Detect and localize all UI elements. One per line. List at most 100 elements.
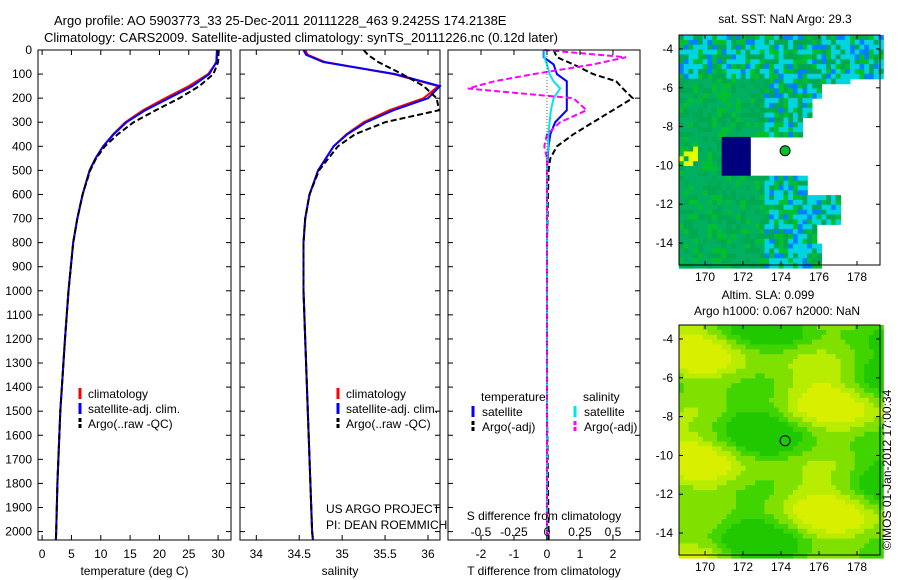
map-cell bbox=[693, 107, 699, 114]
map-cell bbox=[774, 383, 780, 389]
map-cell bbox=[731, 107, 737, 114]
map-cell bbox=[745, 127, 751, 133]
map-cell bbox=[873, 431, 879, 438]
map-cell bbox=[717, 383, 723, 389]
map-cell bbox=[707, 233, 713, 240]
map-cell bbox=[721, 88, 727, 94]
map-cell bbox=[769, 480, 775, 486]
map-cell bbox=[764, 35, 770, 41]
map-cell bbox=[750, 359, 756, 365]
map-cell bbox=[802, 383, 808, 389]
map-cell bbox=[707, 368, 713, 375]
map-cell bbox=[854, 73, 860, 80]
map-cell bbox=[745, 456, 751, 462]
map-cell bbox=[769, 175, 775, 182]
map-cell bbox=[693, 233, 699, 240]
map-cell bbox=[755, 127, 761, 133]
map-cell bbox=[740, 451, 746, 457]
map-cell bbox=[864, 475, 870, 481]
map-cell bbox=[750, 363, 756, 370]
map-cell bbox=[740, 166, 746, 172]
map-cell bbox=[793, 243, 799, 250]
map-cell bbox=[826, 456, 832, 462]
map-cell bbox=[712, 156, 718, 162]
map-cell bbox=[783, 219, 789, 225]
map-cell bbox=[807, 417, 813, 423]
map-cell bbox=[712, 329, 718, 336]
map-cell bbox=[717, 378, 723, 384]
map-cell bbox=[693, 538, 699, 544]
map-cell bbox=[679, 417, 685, 423]
map-cell bbox=[702, 329, 708, 336]
map-cell bbox=[807, 59, 813, 65]
map-cell bbox=[726, 166, 732, 172]
map-cell bbox=[764, 349, 770, 355]
map-cell bbox=[702, 98, 708, 104]
map-cell bbox=[750, 422, 756, 428]
map-cell bbox=[755, 253, 761, 259]
map-cell bbox=[797, 64, 803, 70]
map-cell bbox=[783, 238, 789, 245]
map-cell bbox=[702, 78, 708, 85]
map-cell bbox=[793, 263, 799, 269]
map-cell bbox=[793, 465, 799, 472]
map-cell bbox=[783, 175, 789, 182]
map-cell bbox=[821, 431, 827, 438]
map-cell bbox=[816, 83, 822, 89]
map-cell bbox=[759, 480, 765, 486]
map-cell bbox=[821, 490, 827, 496]
map-cell bbox=[717, 475, 723, 481]
map-cell bbox=[731, 480, 737, 486]
map-cell bbox=[721, 98, 727, 104]
map-cell bbox=[731, 59, 737, 65]
map-cell bbox=[873, 373, 879, 379]
map-cell bbox=[736, 533, 742, 540]
map-cell bbox=[854, 383, 860, 389]
map-cell bbox=[869, 359, 875, 365]
map-cell bbox=[774, 519, 780, 525]
legend-label: Argo(-adj) bbox=[584, 420, 637, 434]
map-cell bbox=[759, 553, 765, 559]
map-cell bbox=[826, 349, 832, 355]
map-cell bbox=[864, 378, 870, 384]
map-cell bbox=[802, 190, 808, 196]
credit-text: US ARGO PROJECT bbox=[326, 502, 441, 516]
map-cell bbox=[717, 161, 723, 167]
map-cell bbox=[845, 407, 851, 413]
map-cell bbox=[683, 523, 689, 530]
map-cell bbox=[774, 35, 780, 41]
map-cell bbox=[717, 156, 723, 162]
map-cell bbox=[816, 422, 822, 428]
map-cell bbox=[769, 83, 775, 89]
map-cell bbox=[707, 436, 713, 443]
map-cell bbox=[840, 465, 846, 472]
map-cell bbox=[755, 359, 761, 365]
map-cell bbox=[721, 359, 727, 365]
map-cell bbox=[688, 441, 694, 447]
map-cell bbox=[826, 44, 832, 51]
map-cell bbox=[702, 156, 708, 162]
map-cell bbox=[812, 490, 818, 496]
map-cell bbox=[745, 426, 751, 433]
map-cell bbox=[712, 368, 718, 375]
map-cell bbox=[840, 373, 846, 379]
map-cell bbox=[717, 190, 723, 196]
map-cell bbox=[826, 35, 832, 41]
map-cell bbox=[683, 494, 689, 501]
map-cell bbox=[745, 441, 751, 447]
map-cell bbox=[764, 528, 770, 535]
map-cell bbox=[707, 146, 713, 153]
map-cell bbox=[840, 59, 846, 65]
map-cell bbox=[840, 402, 846, 409]
map-cell bbox=[835, 392, 841, 399]
map-cell bbox=[755, 88, 761, 94]
map-cell bbox=[774, 175, 780, 182]
map-cell bbox=[755, 107, 761, 114]
map-cell bbox=[774, 229, 780, 235]
map-cell bbox=[769, 49, 775, 56]
map-cell bbox=[707, 112, 713, 119]
map-cell bbox=[812, 69, 818, 75]
map-cell bbox=[740, 59, 746, 65]
map-cell bbox=[726, 465, 732, 472]
map-cell bbox=[688, 325, 694, 331]
